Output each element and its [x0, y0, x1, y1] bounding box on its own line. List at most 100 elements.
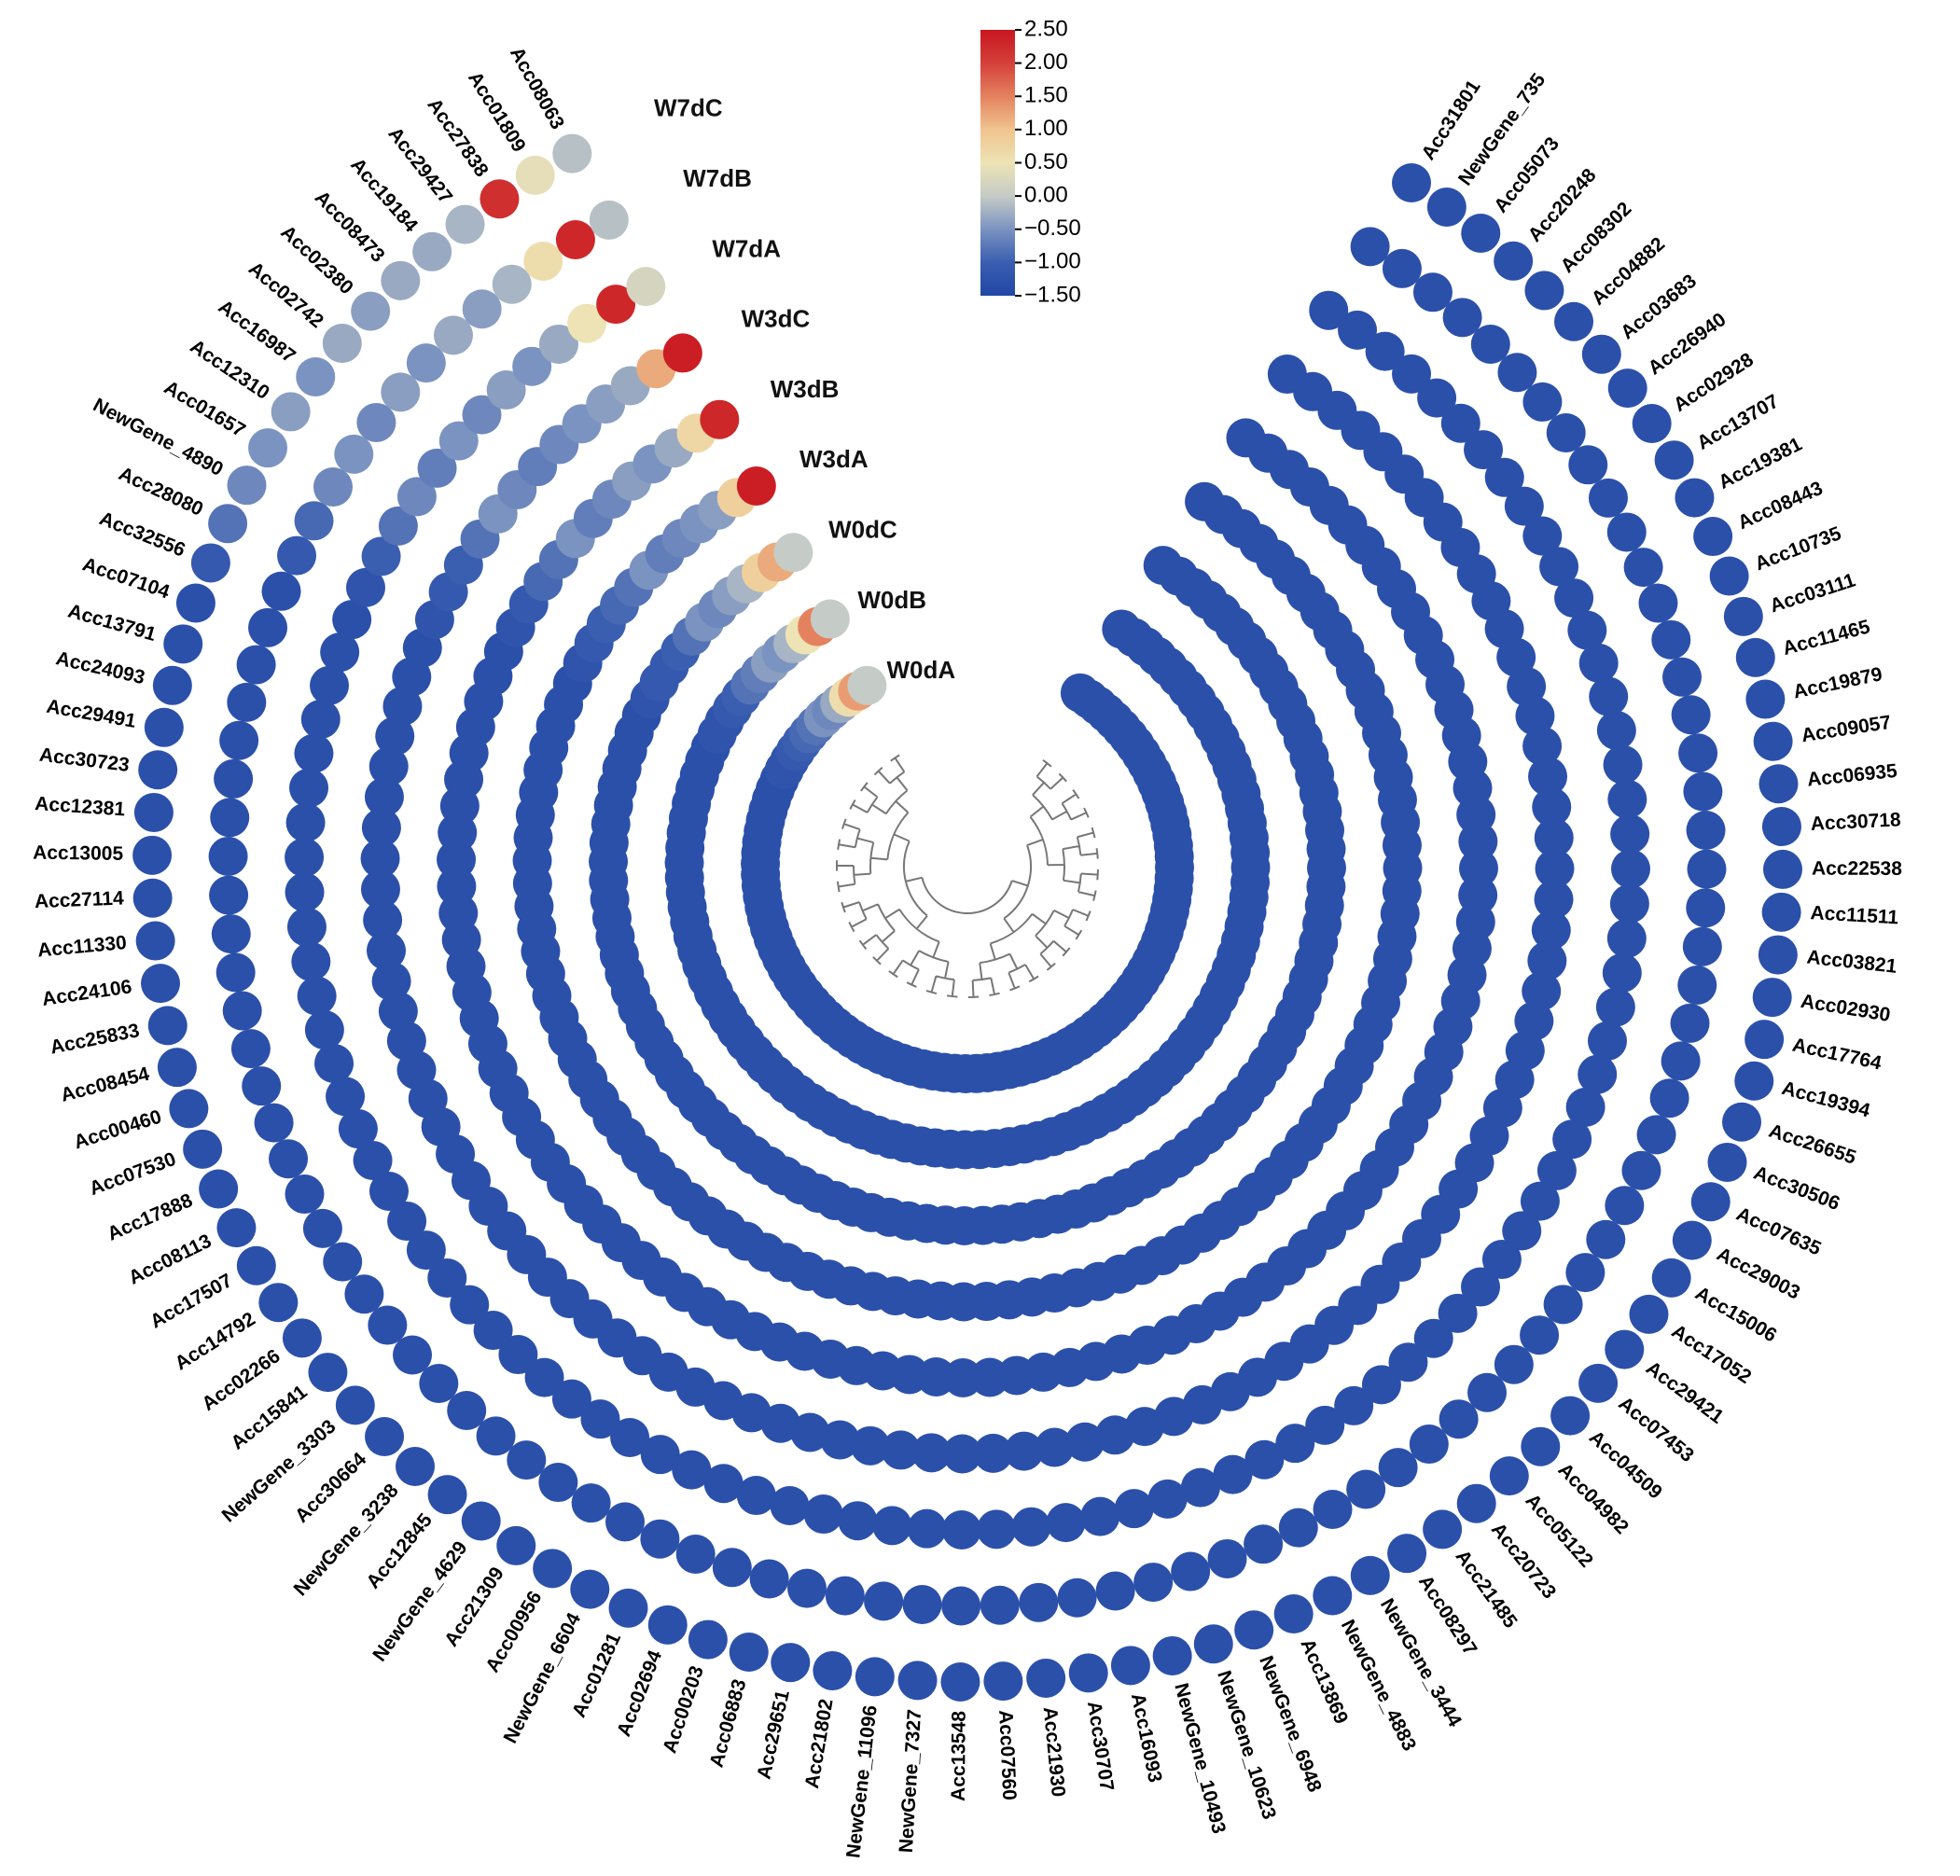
heat-dot	[364, 777, 404, 817]
colorbar-tick-label: 0.00	[1024, 182, 1068, 207]
heat-dot	[533, 1549, 573, 1589]
heat-dot	[269, 1139, 309, 1179]
heat-dot	[406, 343, 446, 383]
heat-dot	[1596, 711, 1636, 751]
heat-dot	[486, 369, 526, 410]
gene-label: Acc29003	[1713, 1244, 1803, 1304]
heat-dot	[366, 931, 406, 971]
heat-dot	[786, 1568, 827, 1608]
heat-dot	[1095, 1415, 1135, 1455]
heat-dot	[1595, 987, 1635, 1027]
ring	[285, 267, 1650, 1549]
heat-dot	[736, 466, 776, 506]
heat-dot	[412, 231, 452, 271]
heat-dot	[1035, 1427, 1075, 1467]
heat-dot	[1180, 1467, 1220, 1508]
heat-dot	[387, 1202, 427, 1242]
gene-label: Acc07635	[1733, 1203, 1825, 1260]
heat-dot	[1693, 517, 1733, 557]
heat-dot	[308, 1353, 348, 1393]
heat-dot	[190, 543, 230, 583]
heat-dot	[847, 665, 887, 705]
heat-dot	[1481, 1240, 1522, 1280]
heat-dot	[1114, 1489, 1154, 1529]
heat-dot	[1686, 811, 1726, 851]
gene-label: Acc03821	[1806, 947, 1898, 978]
heat-dot	[492, 264, 532, 304]
heat-dot	[1522, 971, 1562, 1011]
heat-dot	[285, 872, 325, 912]
heat-dot	[396, 477, 437, 517]
gene-label: Acc06935	[1806, 760, 1898, 791]
heat-dot	[589, 200, 629, 240]
heat-dot	[1193, 1624, 1233, 1664]
colorbar-tick-label: 1.00	[1024, 116, 1068, 141]
heat-dot	[227, 466, 267, 506]
heat-dot	[332, 600, 372, 640]
heat-dot	[163, 624, 203, 664]
gene-label: Acc02930	[1800, 991, 1892, 1026]
heat-dot	[773, 533, 813, 573]
heat-dot	[254, 1103, 294, 1143]
heat-dot	[1305, 1405, 1345, 1445]
heat-dot	[461, 1501, 501, 1541]
heat-dot	[208, 504, 248, 544]
heat-dot	[393, 1335, 433, 1375]
heat-dot	[1605, 1329, 1645, 1369]
heat-dot	[605, 1502, 646, 1542]
heat-dot	[133, 792, 174, 832]
heat-dot	[1735, 637, 1775, 677]
heat-dot	[1638, 583, 1678, 623]
heat-dot	[675, 1535, 716, 1575]
heat-dot	[450, 1285, 490, 1325]
heat-dot	[1554, 301, 1594, 341]
heat-dot	[1350, 1555, 1390, 1595]
gene-label: Acc28080	[116, 463, 207, 521]
heat-dot	[258, 1283, 299, 1323]
heat-dot	[381, 372, 421, 412]
heat-dot	[1514, 1001, 1554, 1041]
heat-dot	[147, 1006, 188, 1046]
heat-dot	[1489, 1456, 1529, 1496]
ring-label: W3dB	[771, 375, 840, 403]
heat-dot	[1461, 1267, 1501, 1307]
heat-dot	[1586, 1219, 1626, 1259]
heat-dot	[1439, 1399, 1479, 1439]
heat-dot	[1589, 676, 1629, 716]
heat-dot	[1636, 1115, 1676, 1155]
gene-label: Acc11511	[1810, 902, 1899, 928]
heat-dot	[1554, 578, 1594, 618]
heat-dot	[1522, 382, 1563, 422]
colorbar-tick-label: 0.50	[1024, 149, 1068, 174]
gene-label: Acc19381	[1715, 433, 1805, 493]
heat-dot	[320, 632, 360, 673]
heat-dot	[1605, 1186, 1645, 1226]
heat-dot	[610, 1418, 650, 1458]
gene-label: Acc00460	[72, 1106, 164, 1154]
heat-dot	[1686, 888, 1726, 928]
heat-dot	[983, 1661, 1023, 1702]
heat-dot	[1753, 721, 1793, 761]
gene-label: Acc06883	[705, 1677, 750, 1771]
heat-dot	[1649, 1078, 1689, 1119]
heat-dot	[338, 1109, 378, 1149]
gene-label: Acc17764	[1790, 1035, 1884, 1075]
heat-dot	[334, 434, 374, 474]
heat-dot	[1621, 1150, 1661, 1190]
heat-dot	[770, 1485, 810, 1525]
gene-label: Acc03111	[1768, 569, 1858, 617]
heat-dot	[1110, 1646, 1150, 1686]
heat-dot	[771, 1643, 811, 1683]
heat-dot	[515, 155, 555, 195]
heat-dot	[322, 324, 362, 364]
gene-label: Acc10735	[1752, 522, 1844, 575]
gene-label: Acc30707	[1083, 1700, 1118, 1792]
heat-dot	[1004, 1431, 1044, 1471]
heat-dot	[1124, 1407, 1164, 1447]
heat-dot	[1378, 1448, 1418, 1488]
heat-dot	[236, 645, 276, 685]
heat-dot	[1497, 353, 1537, 393]
heat-dot	[1578, 1054, 1618, 1094]
heat-dot	[361, 536, 401, 577]
